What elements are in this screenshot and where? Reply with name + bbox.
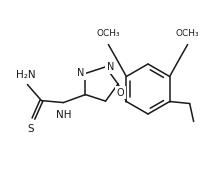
Text: N: N — [106, 62, 114, 72]
Text: OCH₃: OCH₃ — [176, 29, 200, 38]
Text: OCH₃: OCH₃ — [96, 29, 120, 38]
Text: S: S — [27, 124, 34, 134]
Text: H₂N: H₂N — [16, 70, 35, 80]
Text: NH: NH — [56, 110, 71, 120]
Text: N: N — [77, 68, 84, 78]
Text: O: O — [117, 88, 124, 98]
